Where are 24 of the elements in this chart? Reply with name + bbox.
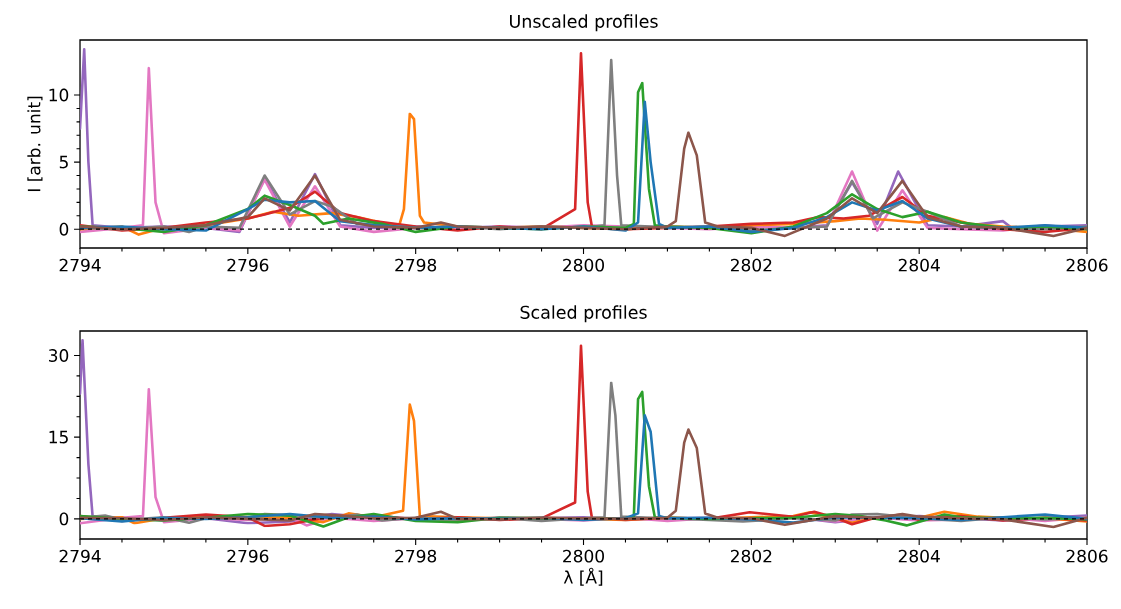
x-axis-title: λ [Å]: [563, 567, 603, 586]
y-tick-label: 5: [59, 155, 68, 169]
x-tick-label: 2796: [227, 549, 269, 563]
x-tick-label: 2798: [395, 549, 437, 563]
y-axis-title: I [arb. unit]: [27, 96, 43, 192]
x-tick-label: 2800: [563, 258, 604, 272]
x-tick-label: 2800: [563, 549, 604, 563]
x-tick-label: 2804: [898, 549, 940, 563]
x-tick-label: 2802: [730, 549, 772, 563]
x-tick-label: 2794: [59, 549, 101, 563]
y-tick-label: 10: [49, 88, 69, 102]
chart-title: Scaled profiles: [520, 305, 647, 323]
y-tick-label: 0: [59, 222, 69, 236]
x-tick-label: 2798: [395, 258, 437, 272]
y-tick-label: 30: [49, 349, 69, 362]
x-tick-label: 2796: [227, 258, 269, 272]
x-tick-label: 2802: [730, 258, 772, 272]
x-tick-label: 2806: [1066, 258, 1108, 272]
y-tick-label: 0: [59, 512, 69, 526]
x-tick-label: 2806: [1066, 549, 1108, 563]
y-tick-label: 15: [49, 430, 68, 444]
x-tick-label: 2804: [898, 258, 940, 272]
x-tick-label: 2794: [59, 258, 101, 272]
chart-title: Unscaled profiles: [510, 14, 658, 32]
